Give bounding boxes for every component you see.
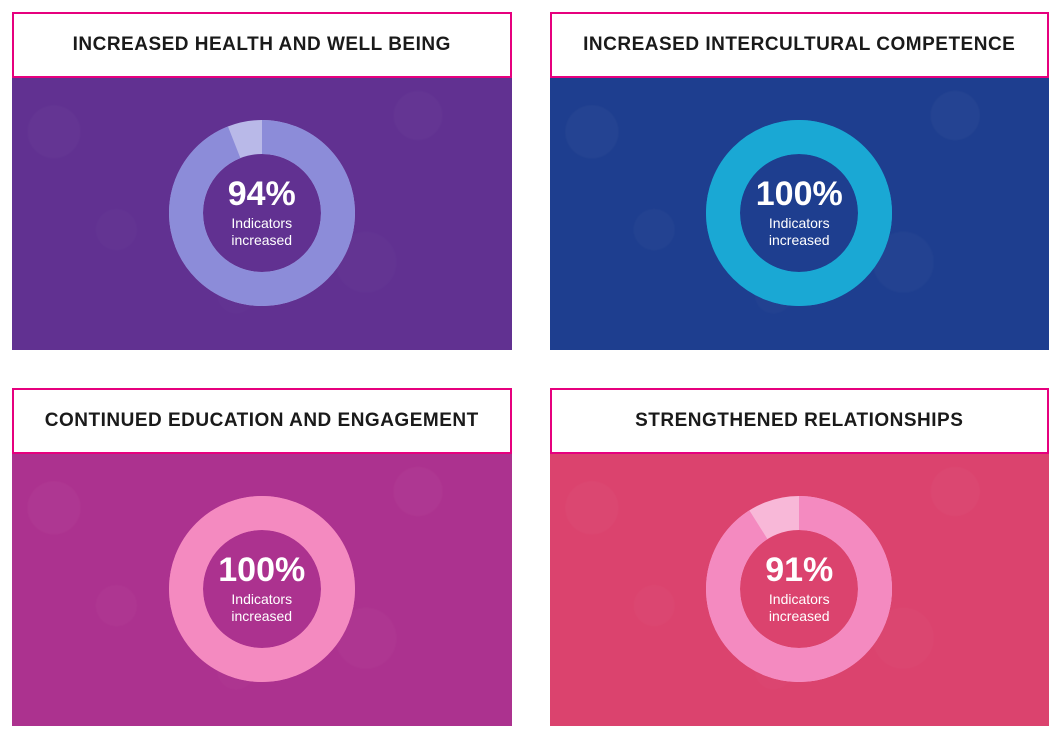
donut-label: 94% Indicators increased (162, 113, 362, 313)
donut-label: 100% Indicators increased (699, 113, 899, 313)
sub-line-1: Indicators (231, 215, 292, 233)
card-title: INCREASED HEALTH AND WELL BEING (26, 34, 498, 56)
sub-line-1: Indicators (769, 215, 830, 233)
donut-chart: 100% Indicators increased (699, 113, 899, 313)
card-title-box: INCREASED INTERCULTURAL COMPETENCE (550, 12, 1050, 78)
donut-chart: 94% Indicators increased (162, 113, 362, 313)
card-title: STRENGTHENED RELATIONSHIPS (564, 410, 1036, 432)
donut-label: 100% Indicators increased (162, 489, 362, 689)
sub-line-2: increased (769, 608, 830, 626)
sub-line-2: increased (231, 608, 292, 626)
card-title-box: INCREASED HEALTH AND WELL BEING (12, 12, 512, 78)
card-title: CONTINUED EDUCATION AND ENGAGEMENT (26, 410, 498, 432)
percent-value: 100% (756, 177, 843, 211)
sub-line-2: increased (769, 232, 830, 250)
card-health: 94% Indicators increased INCREASED HEALT… (12, 12, 512, 350)
cards-grid: 94% Indicators increased INCREASED HEALT… (12, 12, 1049, 726)
card-title-box: STRENGTHENED RELATIONSHIPS (550, 388, 1050, 454)
percent-value: 91% (765, 553, 833, 587)
card-education: 100% Indicators increased CONTINUED EDUC… (12, 388, 512, 726)
card-relationships: 91% Indicators increased STRENGTHENED RE… (550, 388, 1050, 726)
percent-value: 100% (218, 553, 305, 587)
card-intercultural: 100% Indicators increased INCREASED INTE… (550, 12, 1050, 350)
donut-label: 91% Indicators increased (699, 489, 899, 689)
sub-line-1: Indicators (769, 591, 830, 609)
percent-value: 94% (228, 177, 296, 211)
sub-line-1: Indicators (231, 591, 292, 609)
card-title: INCREASED INTERCULTURAL COMPETENCE (564, 34, 1036, 56)
donut-chart: 91% Indicators increased (699, 489, 899, 689)
donut-chart: 100% Indicators increased (162, 489, 362, 689)
sub-line-2: increased (231, 232, 292, 250)
card-title-box: CONTINUED EDUCATION AND ENGAGEMENT (12, 388, 512, 454)
